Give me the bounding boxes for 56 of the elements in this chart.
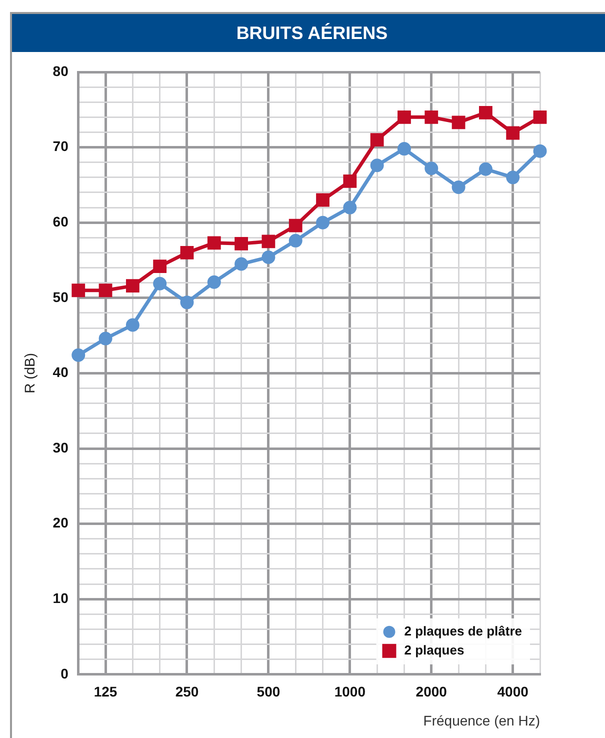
legend-label: 2 plaques de plâtre	[404, 623, 522, 638]
point	[288, 234, 302, 248]
point	[370, 133, 384, 146]
point	[506, 126, 520, 140]
y-axis-title: R (dB)	[21, 352, 38, 394]
x-tick-label: 500	[256, 684, 280, 700]
point	[397, 142, 411, 156]
point	[343, 174, 357, 188]
x-tick-label: 1000	[334, 684, 366, 700]
y-tick-label: 50	[52, 288, 69, 305]
y-tick-label: 0	[60, 665, 69, 682]
point	[288, 218, 302, 232]
point	[180, 296, 194, 310]
point	[370, 158, 384, 172]
x-axis-title: Fréquence (en Hz)	[423, 712, 540, 728]
x-tick-label: 250	[175, 684, 199, 700]
y-tick-label: 10	[52, 590, 69, 606]
point	[98, 284, 112, 298]
point	[98, 332, 112, 346]
point	[398, 110, 411, 124]
point	[316, 216, 330, 230]
point	[424, 110, 438, 124]
point	[262, 234, 276, 248]
point	[452, 180, 466, 194]
point	[262, 250, 276, 264]
point	[207, 236, 221, 250]
x-tick-label: 2000	[416, 684, 448, 700]
point	[180, 246, 194, 260]
point	[234, 257, 248, 271]
y-tick-label: 80	[52, 62, 69, 79]
point	[343, 200, 357, 214]
point	[153, 276, 167, 290]
y-tick-label: 60	[52, 213, 69, 230]
point	[424, 162, 438, 176]
x-tick-label: 125	[94, 684, 118, 700]
point	[234, 236, 248, 250]
point	[207, 275, 221, 289]
legend-label: 2 plaques	[404, 642, 464, 658]
point	[153, 260, 167, 273]
y-tick-label: 20	[52, 514, 69, 531]
y-tick-label: 30	[52, 439, 69, 456]
point	[533, 144, 547, 158]
point	[506, 170, 520, 184]
point	[316, 193, 330, 207]
point	[478, 106, 492, 120]
x-tick-label: 4000	[497, 684, 529, 700]
point	[72, 348, 86, 362]
y-tick-label: 70	[52, 138, 69, 154]
point	[452, 116, 466, 130]
point	[478, 162, 492, 176]
point	[126, 279, 140, 293]
point	[533, 110, 547, 124]
y-tick-label: 40	[52, 364, 69, 380]
point	[72, 284, 86, 298]
chart-title: BRUITS AÉRIENS	[12, 14, 605, 52]
point	[126, 318, 140, 332]
